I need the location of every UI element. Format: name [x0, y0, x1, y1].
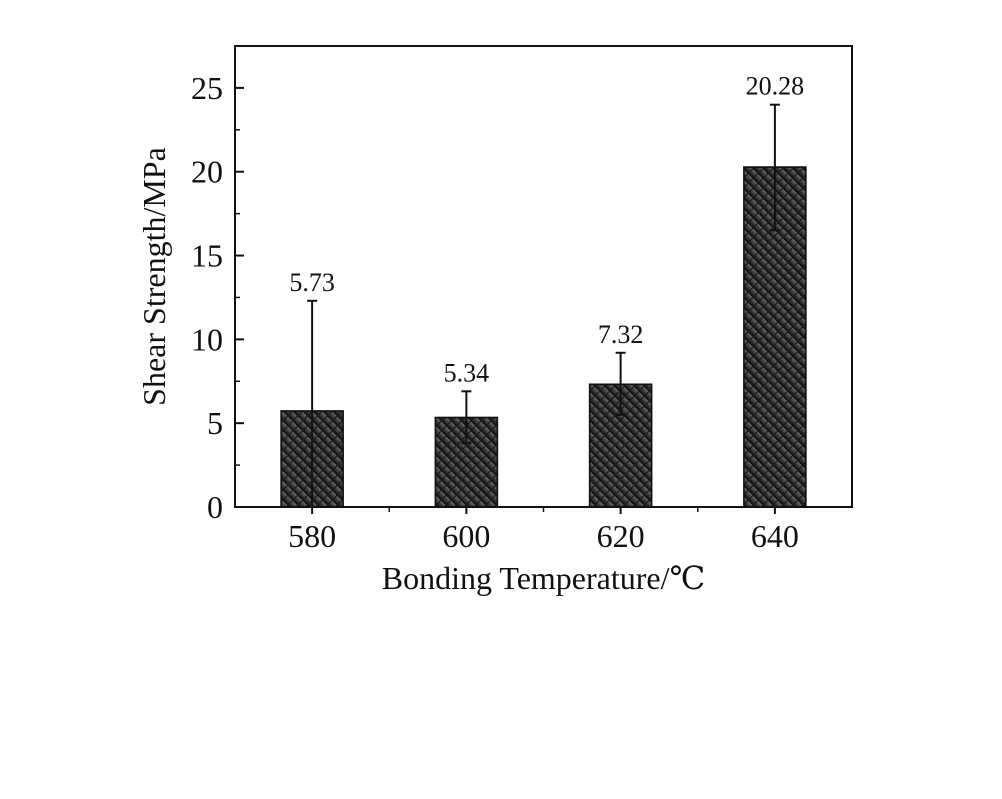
- data-labels-layer: 5.73 5.34 7.32 20.28: [289, 72, 804, 388]
- y-tick-label: 15: [191, 238, 223, 274]
- bars-layer: [280, 166, 807, 508]
- x-axis-title: Bonding Temperature/℃: [382, 560, 706, 596]
- x-axis: 580 600 620 640: [288, 507, 799, 554]
- y-axis-title: Shear Strength/MPa: [136, 147, 172, 406]
- error-bar-640: [769, 103, 780, 232]
- y-tick-label: 5: [207, 405, 223, 441]
- error-bars-layer: [307, 103, 780, 507]
- y-tick-label: 20: [191, 154, 223, 190]
- x-tick-label-620: 620: [597, 518, 645, 554]
- data-label-580: 5.73: [289, 268, 335, 297]
- x-tick-label-640: 640: [751, 518, 799, 554]
- y-tick-label: 10: [191, 321, 223, 357]
- data-label-640: 20.28: [746, 72, 805, 101]
- y-tick-label: 0: [207, 489, 223, 525]
- error-bar-620: [615, 351, 626, 416]
- data-label-620: 7.32: [598, 320, 644, 349]
- y-tick-label: 25: [191, 70, 223, 106]
- data-label-600: 5.34: [444, 358, 490, 387]
- error-bar-580: [307, 299, 318, 507]
- error-bar-600: [461, 390, 472, 445]
- x-tick-label-600: 600: [442, 518, 490, 554]
- x-tick-label-580: 580: [288, 518, 336, 554]
- y-axis: 0 5 10 15 20 25: [191, 70, 244, 525]
